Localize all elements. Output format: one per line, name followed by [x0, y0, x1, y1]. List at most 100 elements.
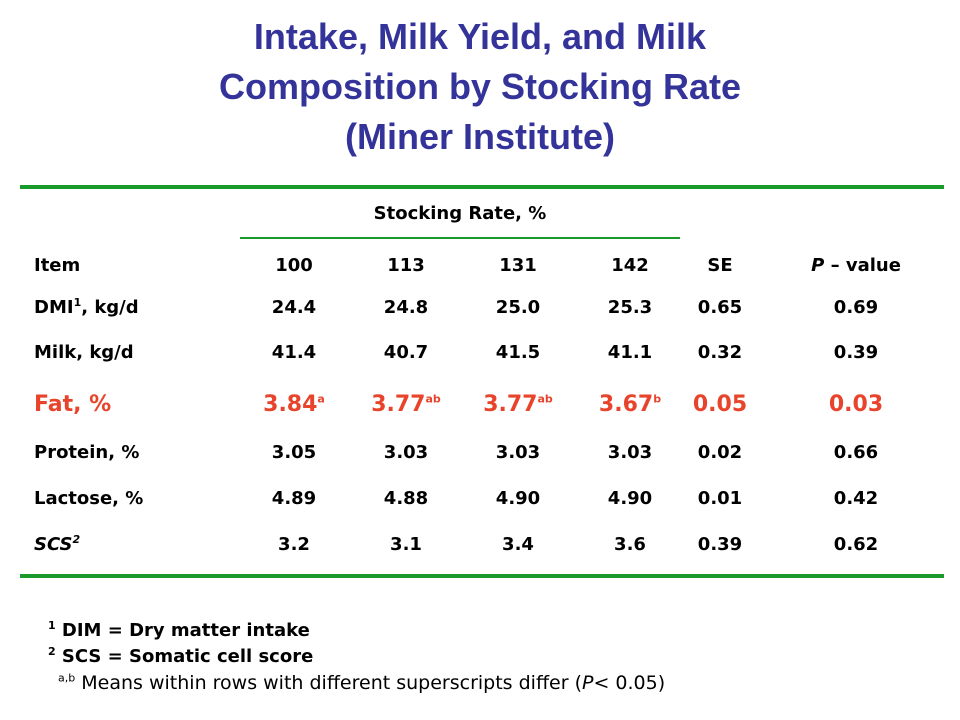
p-value-cell: 0.03 — [828, 392, 884, 417]
se-cell: 0.65 — [697, 297, 743, 318]
se-cell: 0.02 — [697, 442, 743, 463]
value-text: 41.5 — [495, 342, 541, 363]
value-text: 3.6 — [614, 534, 646, 555]
value-superscript: ab — [537, 392, 553, 406]
value-superscript: a — [317, 392, 325, 406]
table-top-rule — [20, 185, 944, 189]
row-label: Milk, kg/d — [34, 339, 134, 367]
value-cell: 3.77ab — [483, 391, 553, 419]
value-text: 41.1 — [607, 342, 653, 363]
header-rate-100: 100 — [275, 255, 313, 276]
footnote-3-text-after: < 0.05) — [593, 672, 666, 694]
title-line-3: (Miner Institute) — [345, 116, 615, 157]
value-text: 3.77 — [371, 392, 426, 417]
value-text: 3.67 — [598, 392, 654, 417]
value-cell: 4.88 — [384, 485, 428, 513]
p-value-cell: 0.42 — [833, 488, 879, 509]
value-cell: 3.84a — [263, 391, 325, 419]
stocking-rate-group-rule — [240, 237, 680, 239]
row-label: Fat, % — [34, 391, 111, 419]
footnote-1-marker: 1 — [48, 619, 56, 632]
p-value-cell: 0.66 — [833, 442, 879, 463]
value-cell: 41.5 — [496, 339, 540, 367]
row-label-text: Lactose, % — [34, 488, 144, 509]
p-value-cell: 0.39 — [833, 342, 879, 363]
table-bottom-rule — [20, 574, 944, 578]
value-text: 24.8 — [383, 297, 429, 318]
header-p-letter: P — [811, 255, 825, 276]
value-cell: 40.7 — [384, 339, 428, 367]
value-cell: 4.90 — [496, 485, 540, 513]
value-text: 3.1 — [390, 534, 422, 555]
value-cell: 3.03 — [496, 439, 540, 467]
value-cell: 4.89 — [272, 485, 316, 513]
se-cell: 0.01 — [697, 488, 743, 509]
header-item: Item — [34, 255, 81, 276]
value-text: 4.89 — [271, 488, 317, 509]
footnote-1: 1 DIM = Dry matter intake — [48, 618, 313, 644]
row-label-text: Milk, kg/d — [34, 342, 134, 363]
value-text: 4.90 — [607, 488, 653, 509]
title-line-2: Composition by Stocking Rate — [218, 66, 742, 107]
value-text: 4.88 — [383, 488, 429, 509]
row-label-text: SCS — [34, 534, 73, 555]
value-cell: 3.1 — [390, 531, 422, 559]
value-text: 3.03 — [495, 442, 541, 463]
value-text: 3.2 — [278, 534, 310, 555]
row-label-footnote-marker: 2 — [72, 533, 81, 546]
row-label-text: DMI — [34, 297, 74, 318]
value-cell: 3.03 — [384, 439, 428, 467]
header-p-value: P – value — [811, 252, 901, 280]
se-cell: 0.05 — [692, 392, 748, 417]
value-text: 3.05 — [271, 442, 317, 463]
value-cell: 25.3 — [608, 294, 652, 322]
value-superscript: b — [653, 392, 662, 406]
row-label: SCS2 — [34, 531, 80, 559]
value-text: 3.4 — [502, 534, 534, 555]
value-cell: 3.6 — [614, 531, 646, 559]
header-p-rest: – value — [824, 255, 901, 276]
header-rate-131: 131 — [499, 255, 537, 276]
footnote-2-text: SCS = Somatic cell score — [55, 646, 314, 667]
footnotes: 1 DIM = Dry matter intake 2 SCS = Somati… — [48, 618, 313, 670]
slide-title: Intake, Milk Yield, and Milk Composition… — [0, 12, 960, 162]
value-cell: 3.2 — [278, 531, 310, 559]
value-text: 3.77 — [483, 392, 538, 417]
row-label-footnote-marker: 1 — [73, 296, 82, 309]
value-superscript: ab — [425, 392, 441, 406]
footnote-2: 2 SCS = Somatic cell score — [48, 644, 313, 670]
value-cell: 24.8 — [384, 294, 428, 322]
se-cell: 0.32 — [697, 342, 743, 363]
title-line-1: Intake, Milk Yield, and Milk — [253, 16, 707, 57]
row-label-text: Protein, % — [34, 442, 140, 463]
header-rate-113: 113 — [387, 255, 425, 276]
stocking-rate-group-label: Stocking Rate, % — [373, 203, 547, 224]
value-text: 25.3 — [607, 297, 653, 318]
se-cell: 0.39 — [697, 534, 743, 555]
value-text: 3.03 — [607, 442, 653, 463]
value-text: 3.84 — [263, 392, 318, 417]
row-label-text: Fat, % — [34, 392, 112, 417]
footnote-3: a,b Means within rows with different sup… — [58, 672, 665, 694]
row-label: DMI1, kg/d — [34, 294, 139, 322]
value-cell: 24.4 — [272, 294, 316, 322]
value-cell: 3.67b — [599, 391, 661, 419]
header-se: SE — [707, 255, 733, 276]
value-cell: 3.03 — [608, 439, 652, 467]
footnote-3-marker: a,b — [58, 671, 76, 685]
p-value-cell: 0.62 — [833, 534, 879, 555]
value-text: 41.4 — [271, 342, 317, 363]
footnote-1-text: DIM = Dry matter intake — [55, 620, 310, 641]
row-label: Lactose, % — [34, 485, 143, 513]
value-text: 24.4 — [271, 297, 317, 318]
row-label: Protein, % — [34, 439, 139, 467]
footnote-2-marker: 2 — [48, 645, 56, 658]
footnote-3-text-before: Means within rows with different supersc… — [75, 672, 582, 694]
p-value-cell: 0.69 — [833, 297, 879, 318]
footnote-3-p: P — [582, 672, 594, 694]
value-cell: 41.1 — [608, 339, 652, 367]
value-text: 3.03 — [383, 442, 429, 463]
value-text: 25.0 — [495, 297, 541, 318]
value-cell: 3.4 — [502, 531, 534, 559]
value-text: 40.7 — [383, 342, 429, 363]
